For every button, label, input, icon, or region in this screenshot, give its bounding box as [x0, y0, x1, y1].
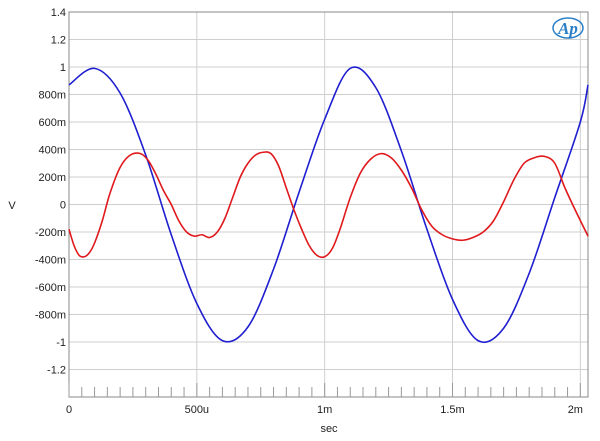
y-tick-label: -200m [35, 227, 66, 239]
grid [68, 11, 588, 397]
y-tick-label: 200m [38, 172, 66, 184]
x-tick-label: 1m [317, 404, 332, 416]
logo-text: Ap [557, 19, 578, 38]
minor-ticks [68, 383, 581, 397]
x-tick-label: 2m [568, 404, 583, 416]
x-tick-label: 0 [66, 404, 72, 416]
y-tick-label: 1.2 [51, 35, 66, 47]
y-tick-label: -1 [56, 337, 66, 349]
y-tick-label: 0 [60, 200, 66, 212]
y-tick-label: 800m [38, 90, 66, 102]
y-axis-label: V [8, 200, 16, 212]
y-tick-label: 400m [38, 145, 66, 157]
ap-logo: Ap [552, 17, 584, 39]
y-tick-label: 1 [60, 62, 66, 74]
y-tick-labels: 1.4 1.2 1 800m 600m 400m 200m 0 -200m -400m -600m -… [35, 7, 66, 377]
plot-frame [68, 11, 589, 398]
series-line-1 [68, 66, 589, 344]
x-axis-label: sec [320, 423, 338, 435]
series-group [68, 66, 589, 344]
y-tick-label: -600m [35, 282, 66, 294]
y-tick-label: -400m [35, 255, 66, 267]
y-tick-label: -1.2 [47, 365, 66, 377]
x-tick-label: 500u [185, 404, 209, 416]
y-tick-label: 1.4 [51, 7, 66, 19]
y-tick-label: 600m [38, 117, 66, 129]
x-tick-label: 1.5m [440, 404, 464, 416]
series-line-2 [68, 151, 589, 259]
y-tick-label: -800m [35, 310, 66, 322]
x-tick-labels: 0 500u 1m 1.5m 2m [66, 404, 583, 416]
